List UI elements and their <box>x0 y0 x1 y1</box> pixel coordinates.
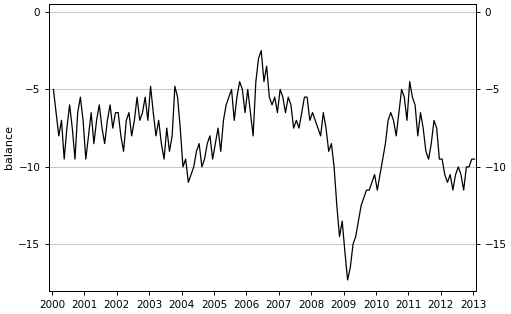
Y-axis label: balance: balance <box>4 126 14 170</box>
